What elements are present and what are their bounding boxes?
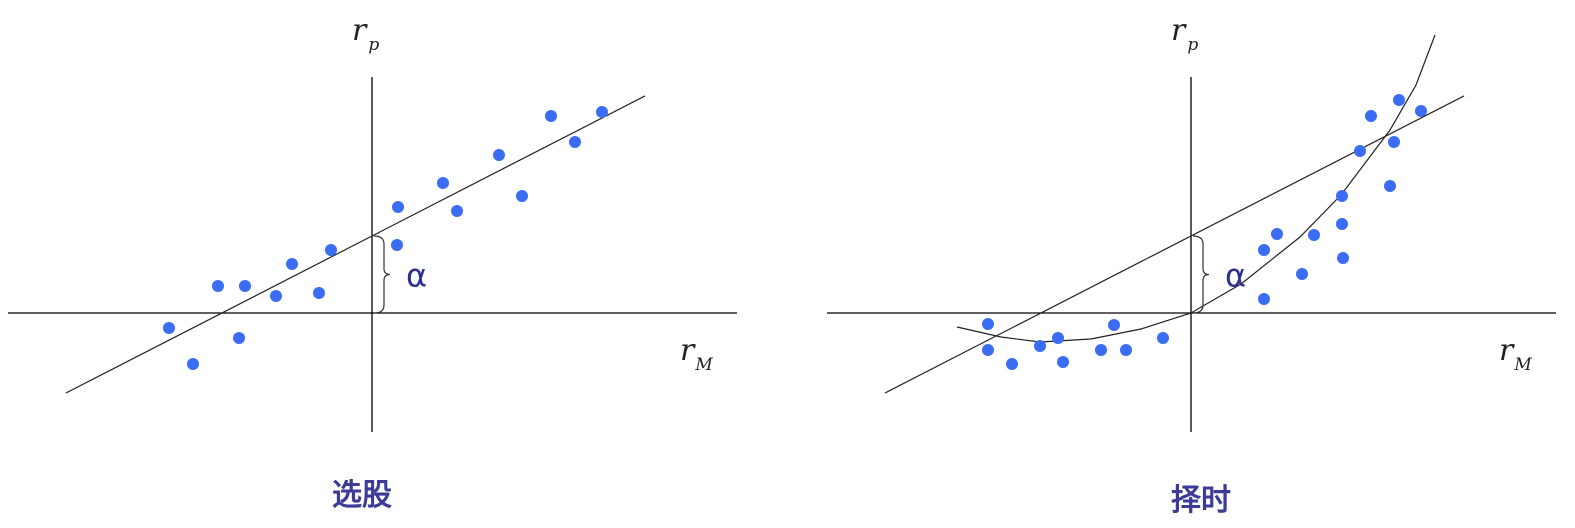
data-point [187, 358, 199, 370]
data-point [233, 332, 245, 344]
data-point [1157, 332, 1169, 344]
data-point [1365, 110, 1377, 122]
data-point [451, 205, 463, 217]
data-point [1271, 228, 1283, 240]
data-point [1006, 358, 1018, 370]
data-point [1336, 190, 1348, 202]
data-point [437, 177, 449, 189]
data-point [1052, 332, 1064, 344]
timing-curve [956, 34, 1436, 343]
regression-line [884, 95, 1465, 394]
data-point [1388, 136, 1400, 148]
alpha-label: α [1225, 257, 1246, 295]
data-point [982, 318, 994, 330]
data-point [270, 290, 282, 302]
alpha-brace [1192, 235, 1210, 314]
data-point [392, 201, 404, 213]
data-point [1336, 218, 1348, 230]
data-point [1034, 340, 1046, 352]
data-point [1258, 293, 1270, 305]
chart-title: 择时 [1171, 483, 1231, 518]
data-point [1308, 229, 1320, 241]
data-point [313, 287, 325, 299]
data-point [1258, 244, 1270, 256]
chart-panel-1: α r p rM 选股 [8, 13, 737, 513]
data-point [1337, 252, 1349, 264]
data-point [1057, 356, 1069, 368]
data-point [1120, 344, 1132, 356]
data-point [569, 136, 581, 148]
alpha-label: α [406, 257, 427, 295]
chart-panel-2: α r p rM 择时 [827, 13, 1556, 518]
data-point [1384, 180, 1396, 192]
data-point [982, 344, 994, 356]
data-point [325, 244, 337, 256]
data-point [1354, 145, 1366, 157]
data-point [516, 190, 528, 202]
data-point [493, 149, 505, 161]
data-point [1296, 268, 1308, 280]
chart-title: 选股 [332, 478, 392, 513]
data-point [545, 110, 557, 122]
data-point [286, 258, 298, 270]
x-axis-label: rM [1499, 333, 1532, 375]
data-point [1393, 94, 1405, 106]
data-point [391, 239, 403, 251]
data-point [163, 322, 175, 334]
alpha-brace [373, 235, 391, 314]
data-point [239, 280, 251, 292]
data-point [596, 106, 608, 118]
x-axis-label: rM [680, 333, 713, 375]
data-point [212, 280, 224, 292]
data-point [1415, 105, 1427, 117]
regression-line [65, 95, 646, 394]
data-point [1108, 319, 1120, 331]
data-point [1095, 344, 1107, 356]
